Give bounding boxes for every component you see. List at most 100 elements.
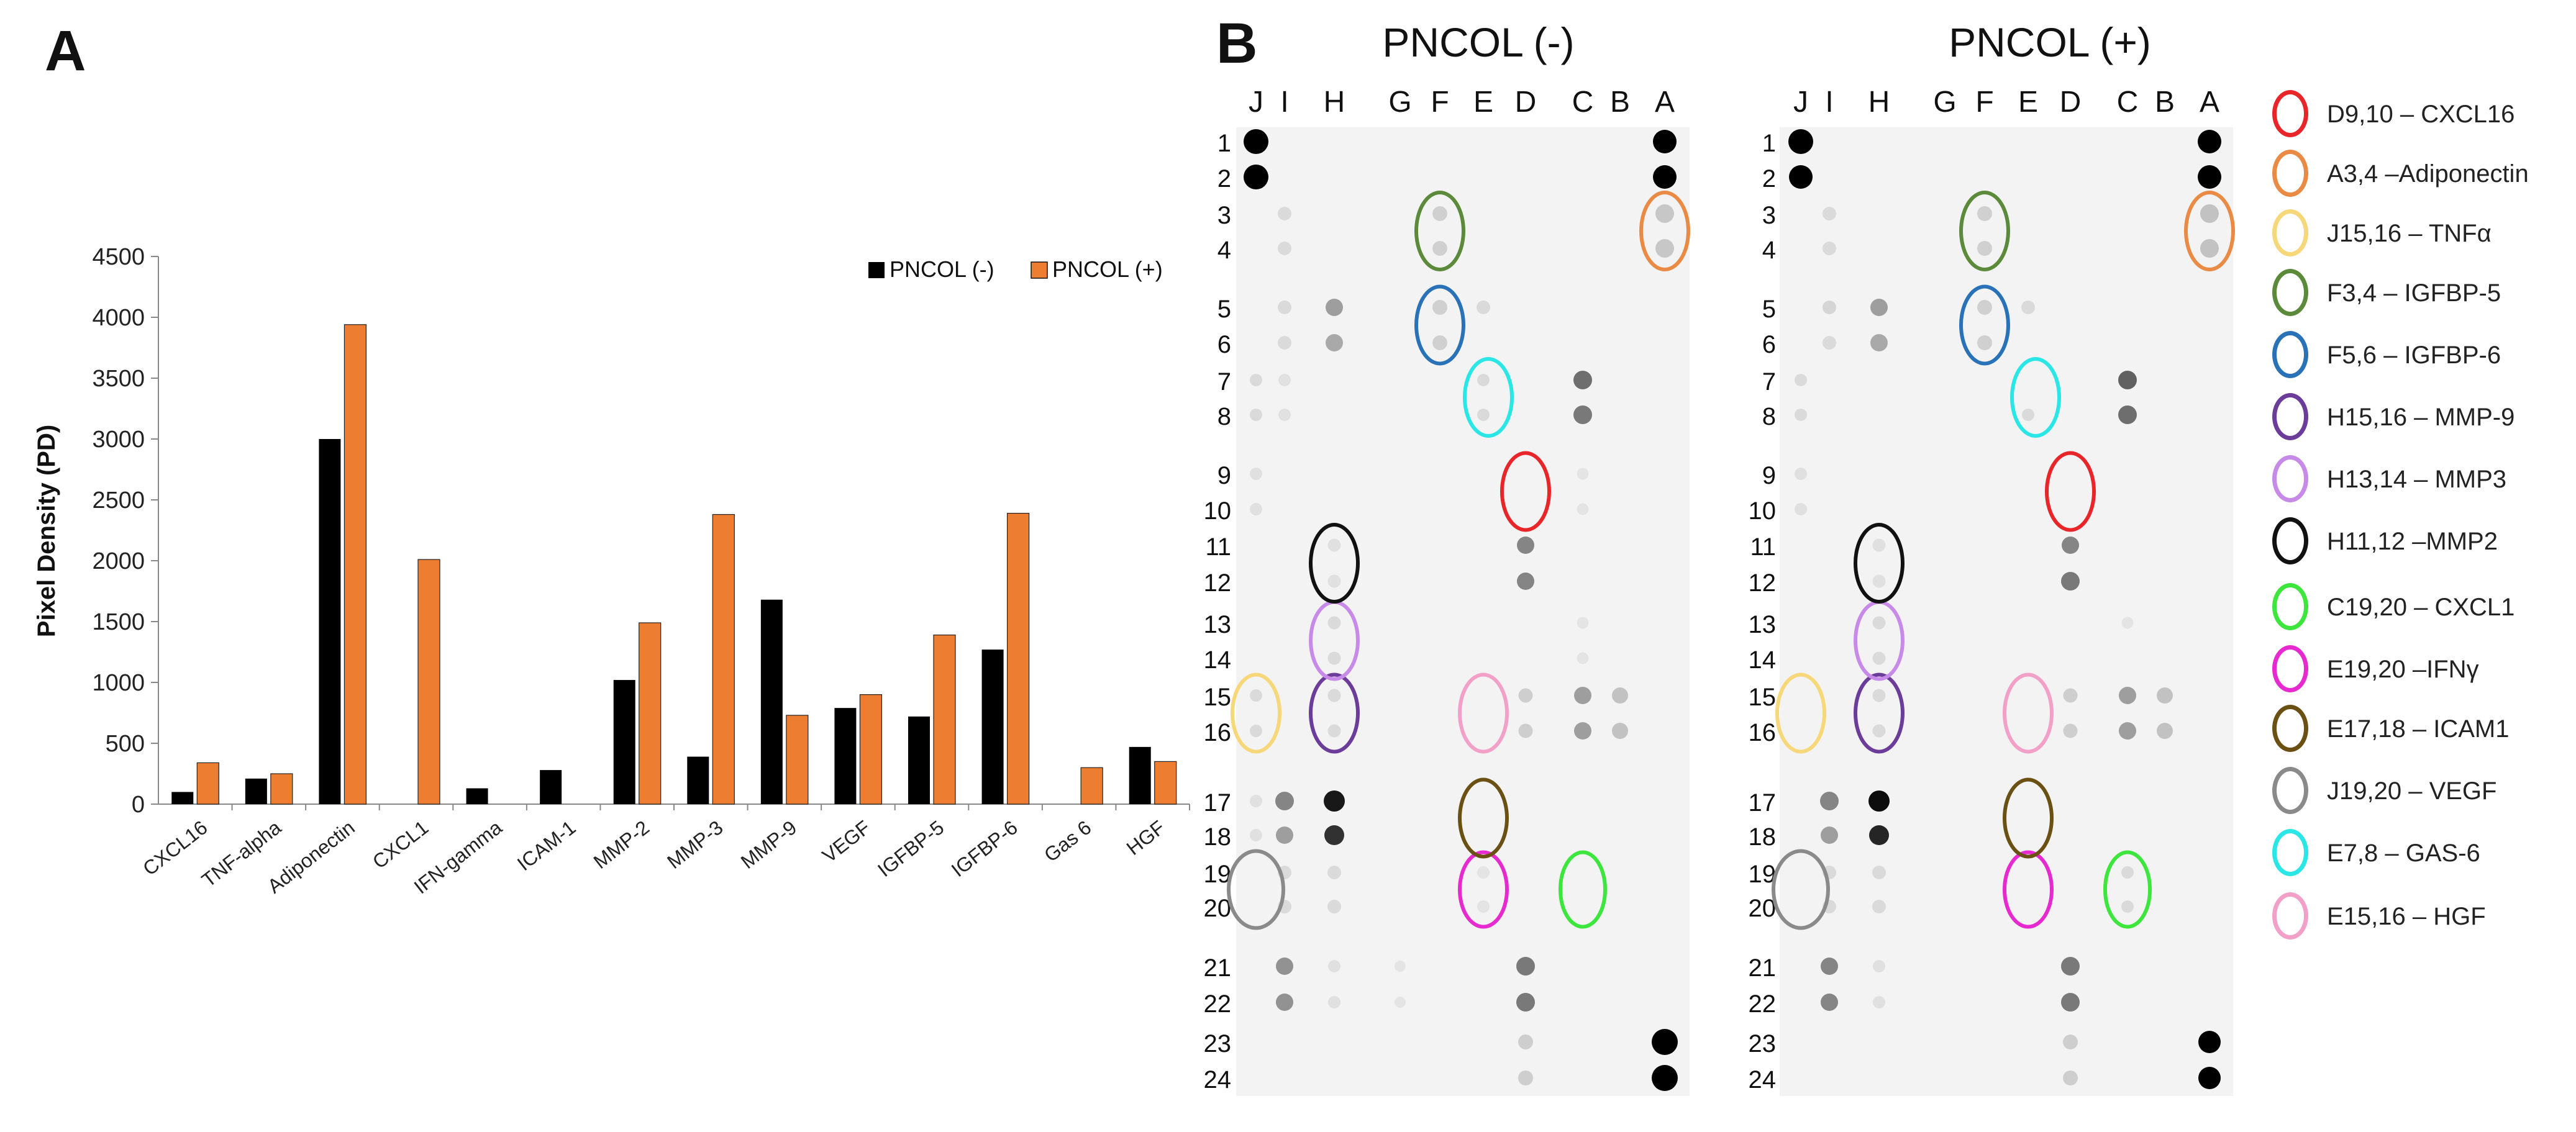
row-number-9: 9 [1762, 462, 1776, 489]
blot-dot-c15 [1574, 687, 1591, 704]
legend-label: J19,20 – VEGF [2327, 777, 2497, 805]
blot-dot-a24 [2198, 1067, 2221, 1089]
blot-dot-b16 [2157, 723, 2173, 739]
blot-dot-j16 [1250, 725, 1262, 737]
blot-dot-h15 [1872, 689, 1886, 702]
column-letter-c: C [1572, 86, 1594, 119]
blot-dot-c14 [1577, 652, 1589, 664]
annotation-circle-10 [1458, 777, 1509, 859]
blot-dot-c7 [2118, 371, 2137, 389]
y-tick-label: 1000 [92, 670, 145, 696]
legend-label: E15,16 – HGF [2327, 903, 2486, 930]
row-number-10: 10 [1204, 497, 1232, 525]
blot-dot-a2 [2198, 165, 2221, 189]
bar-pncol-plus-mmp-9 [786, 715, 809, 805]
column-letter-e: E [1473, 86, 1493, 119]
blot-dot-d23 [1518, 1035, 1533, 1049]
bar-pncol-plus-cxcl1 [417, 559, 440, 805]
legend-item: H11,12 –MMP2 [2267, 514, 2565, 570]
bar-pncol-plus-mmp-2 [639, 622, 662, 805]
blot-dot-j10 [1250, 503, 1262, 515]
blot-dot-d24 [1518, 1071, 1533, 1085]
blot-dot-i5 [1278, 301, 1291, 314]
blot-dot-j8 [1795, 409, 1807, 421]
blot-dot-f6 [1977, 335, 1992, 350]
column-letter-j: J [1249, 86, 1263, 119]
legend-label: E17,18 – ICAM1 [2327, 715, 2510, 743]
legend-item: A3,4 –Adiponectin [2267, 147, 2565, 202]
legend-label: J15,16 – TNFα [2327, 220, 2492, 247]
annotation-circle-6 [1854, 600, 1905, 681]
blot-dot-d16 [1518, 723, 1533, 738]
row-number-16: 16 [1749, 719, 1777, 746]
legend-swatch-series-1 [1031, 261, 1048, 279]
blot-dot-j17 [1250, 795, 1262, 807]
column-letter-i: I [1280, 86, 1288, 119]
annotation-circle-7 [1854, 523, 1905, 604]
blot-dot-h21 [1873, 960, 1885, 972]
row-number-11: 11 [1205, 533, 1231, 561]
blot-dot-h21 [1328, 960, 1340, 972]
blot-dot-c16 [2119, 722, 2136, 740]
blot-dot-a24 [1652, 1065, 1678, 1091]
row-number-2: 2 [1762, 165, 1776, 192]
row-number-9: 9 [1217, 462, 1231, 489]
blot-dot-i8 [1278, 409, 1291, 421]
column-letter-a: A [2200, 86, 2219, 119]
column-letter-f: F [1431, 86, 1449, 119]
blot-dot-c13 [2121, 617, 2134, 629]
bar-pncol-plus-hgf [1154, 761, 1177, 805]
row-number-7: 7 [1762, 368, 1776, 396]
blot-dot-d23 [2063, 1035, 2078, 1049]
legend-label: F5,6 – IGFBP-6 [2327, 342, 2501, 369]
blot-dot-i21 [1821, 958, 1838, 975]
row-number-1: 1 [1762, 130, 1776, 157]
legend-item: F5,6 – IGFBP-6 [2267, 328, 2565, 384]
blot-dot-i6 [1278, 336, 1291, 350]
blot-dot-h19 [1327, 866, 1341, 879]
blot-dot-i18 [1821, 826, 1838, 844]
blot-dot-j2 [1789, 165, 1813, 189]
bar-pncol-plus-adiponectin [344, 324, 367, 805]
row-number-17: 17 [1749, 789, 1777, 817]
y-tick-label: 1500 [92, 609, 145, 635]
legend-swatch-series-0 [868, 262, 885, 278]
blot-dot-h17 [1868, 790, 1890, 812]
blot-dot-i6 [1823, 336, 1836, 350]
blot-dot-f5 [1432, 300, 1447, 315]
blot-dot-f4 [1432, 241, 1447, 256]
blot-dot-g21 [1395, 961, 1406, 972]
bar-pncol-plus-cxcl16 [196, 762, 219, 805]
blot-membrane-pncol-plus [1780, 127, 2233, 1096]
legend-label: A3,4 –Adiponectin [2327, 160, 2529, 188]
row-number-5: 5 [1762, 296, 1776, 323]
blot-dot-h22 [1328, 996, 1340, 1008]
blot-dot-g22 [1395, 997, 1406, 1008]
blot-dot-i3 [1278, 207, 1291, 220]
legend-ring-icon [2272, 705, 2308, 752]
blot-dot-h5 [1326, 299, 1343, 316]
blot-dot-d12 [1517, 573, 1534, 590]
blot-dot-j1 [1244, 129, 1268, 154]
legend-ring-icon [2272, 645, 2308, 692]
blot-dot-j10 [1795, 503, 1807, 515]
blot-dot-e5 [2021, 301, 2035, 314]
annotation-circle-3 [1959, 191, 2010, 271]
y-tick-label: 2000 [92, 548, 145, 574]
panel-b-letter: B [1216, 12, 1258, 75]
blot-dot-d11 [2062, 537, 2079, 554]
column-letter-g: G [1388, 86, 1411, 119]
blot-dot-h19 [1872, 866, 1886, 879]
blot-dot-h6 [1870, 334, 1888, 351]
blot-dot-j15 [1250, 689, 1262, 702]
blot-dot-f3 [1977, 206, 1992, 221]
row-number-13: 13 [1749, 611, 1777, 638]
y-axis: 0 500 1000 1500 2000 2500 3000 3500 4000 4500 [92, 244, 1190, 818]
legend-item: E17,18 – ICAM1 [2267, 702, 2565, 758]
annotation-circle-8 [2103, 850, 2152, 929]
legend-ring-icon [2272, 829, 2308, 876]
bar-pncol-minus-igfbp-6 [981, 650, 1004, 804]
column-letter-d: D [2060, 86, 2082, 119]
legend-item: E15,16 – HGF [2267, 889, 2565, 945]
